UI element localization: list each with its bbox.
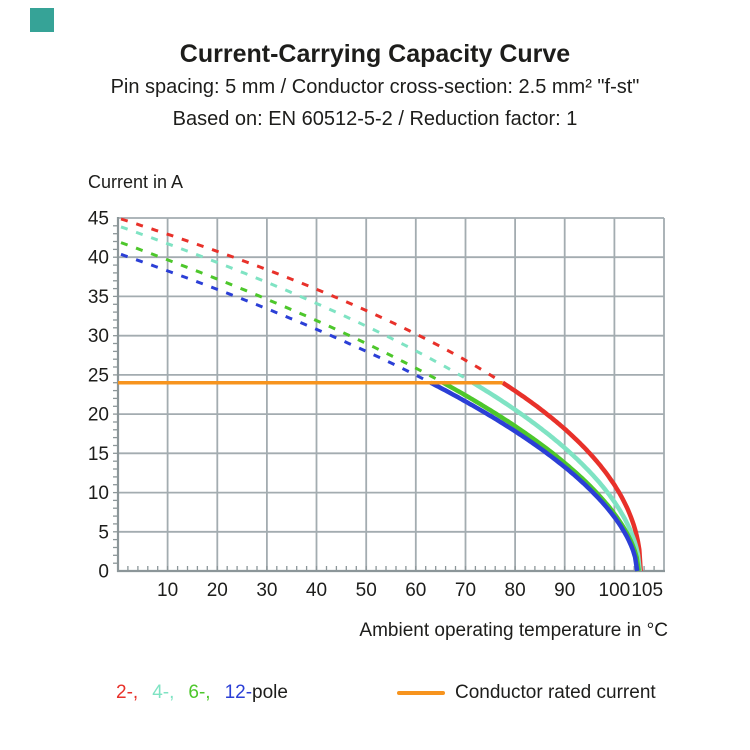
svg-text:60: 60 <box>405 580 426 601</box>
svg-text:20: 20 <box>207 580 228 601</box>
svg-text:40: 40 <box>88 248 109 269</box>
svg-text:25: 25 <box>88 365 109 386</box>
axes <box>116 217 665 573</box>
legend-pole-entry: 4-, <box>152 682 175 703</box>
minor-ticks <box>113 225 655 571</box>
y-tick-labels: 0 5 10 15 20 25 30 35 40 45 <box>88 209 109 583</box>
series-2-pole <box>120 217 643 572</box>
svg-text:10: 10 <box>157 580 178 601</box>
legend-rated: Conductor rated current <box>397 682 656 704</box>
svg-text:0: 0 <box>98 562 109 583</box>
rated-current-line-swatch <box>397 691 445 695</box>
svg-text:15: 15 <box>88 444 109 465</box>
subtitle-standard: Based on: EN 60512-5-2 / Reduction facto… <box>172 108 578 130</box>
svg-text:50: 50 <box>356 580 377 601</box>
subtitle-pin-spacing: Pin spacing: 5 mm / Conductor cross-sect… <box>110 76 640 98</box>
x-axis-title: Ambient operating temperature in °C <box>359 620 668 641</box>
legend-pole-entry: 6-, <box>188 682 211 703</box>
x-tick-labels: 10 20 30 40 50 60 70 80 90 100 105 <box>157 580 663 601</box>
legend-pole-entry: 12- <box>224 682 253 703</box>
svg-text:20: 20 <box>88 405 109 426</box>
rated-current-label: Conductor rated current <box>455 682 656 703</box>
legend-pole-entry: 2-, <box>116 682 139 703</box>
series-6-pole <box>120 241 641 572</box>
svg-text:45: 45 <box>88 209 109 230</box>
svg-text:35: 35 <box>88 287 109 308</box>
y-axis-title: Current in A <box>88 172 184 192</box>
corner-marker <box>30 8 54 32</box>
series-12-pole <box>120 252 640 572</box>
svg-text:80: 80 <box>505 580 526 601</box>
svg-text:105: 105 <box>631 580 663 601</box>
series-4-pole <box>120 225 642 572</box>
svg-text:10: 10 <box>88 483 109 504</box>
svg-text:70: 70 <box>455 580 476 601</box>
svg-text:30: 30 <box>256 580 277 601</box>
page-title: Current-Carrying Capacity Curve <box>179 40 571 68</box>
legend-poles: 2-, 4-, 6-, 12-pole <box>116 682 288 704</box>
svg-text:40: 40 <box>306 580 327 601</box>
legend-pole-suffix: pole <box>252 682 288 703</box>
svg-text:5: 5 <box>98 522 109 543</box>
svg-text:30: 30 <box>88 326 109 347</box>
svg-text:100: 100 <box>599 580 631 601</box>
svg-text:90: 90 <box>554 580 575 601</box>
